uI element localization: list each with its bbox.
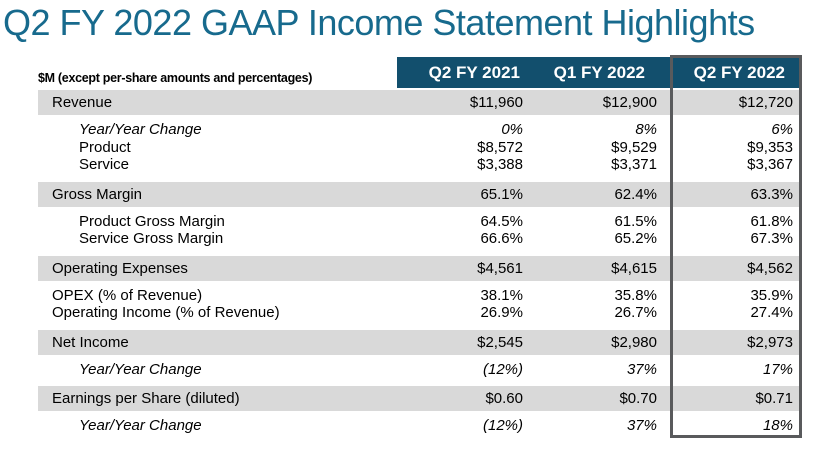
table-row-opex-of-revenue: OPEX (% of Revenue) 38.1% 35.8% 35.9% bbox=[38, 287, 800, 305]
row-label: Service bbox=[79, 156, 130, 174]
row-label: Earnings per Share (diluted) bbox=[52, 390, 240, 407]
row-value-col1: $0.60 bbox=[485, 390, 523, 407]
table-subgroup: Product Gross Margin 64.5% 61.5% 61.8% Servi… bbox=[38, 207, 800, 256]
row-value-col3: $2,973 bbox=[747, 333, 793, 351]
column-header-q1-fy-2022: Q1 FY 2022 bbox=[553, 62, 645, 82]
row-label: Net Income bbox=[52, 333, 129, 351]
table-row-service-gross-margin: Service Gross Margin 66.6% 65.2% 67.3% bbox=[38, 230, 800, 248]
row-label: Service Gross Margin bbox=[79, 230, 224, 248]
row-label: Gross Margin bbox=[52, 185, 143, 203]
table-row-operating-expenses: Operating Expenses $4,561 $4,615 $4,562 bbox=[38, 255, 800, 281]
row-value-col1: (12%) bbox=[482, 360, 523, 378]
row-value-col2: $12,900 bbox=[602, 94, 657, 111]
row-label: Year/Year Change bbox=[79, 360, 202, 378]
table-subgroup: OPEX (% of Revenue) 38.1% 35.8% 35.9% Operat… bbox=[38, 281, 800, 330]
table-subgroup: Year/Year Change (12%) 37% 17% bbox=[38, 355, 800, 387]
page-title: Q2 FY 2022 GAAP Income Statement Highlig… bbox=[3, 2, 755, 43]
table-subgroup: Year/Year Change 0% 8% 6% Product $8,572 $9,52… bbox=[38, 115, 800, 182]
column-header-q2-fy-2021: Q2 FY 2021 bbox=[428, 62, 520, 82]
row-value-col2: $4,615 bbox=[611, 259, 657, 277]
row-value-col1: $4,561 bbox=[477, 259, 523, 277]
table-row-year-year-change: Year/Year Change (12%) 37% 17% bbox=[38, 361, 800, 379]
table-row-revenue: Revenue $11,960 $12,900 $12,720 bbox=[38, 90, 800, 115]
row-value-col2: 37% bbox=[626, 417, 657, 435]
table-row-operating-income-of-revenue: Operating Income (% of Revenue) 26.9% 26.7… bbox=[38, 304, 800, 322]
row-value-col3: 67.3% bbox=[750, 230, 793, 248]
row-value-col3: 35.9% bbox=[750, 286, 793, 304]
row-value-col3: $12,720 bbox=[738, 94, 793, 111]
row-value-col1: 66.6% bbox=[480, 230, 523, 248]
row-value-col3: 27.4% bbox=[750, 304, 793, 322]
row-value-col1: (12%) bbox=[482, 417, 523, 435]
table-body: Revenue $11,960 $12,900 $12,720 Year/Year Ch… bbox=[38, 90, 800, 443]
row-value-col3: $3,367 bbox=[747, 156, 793, 174]
row-value-col3: 63.3% bbox=[750, 185, 793, 203]
row-value-col1: $2,545 bbox=[477, 333, 523, 351]
row-value-col2: $3,371 bbox=[611, 156, 657, 174]
table-column-headers: Q2 FY 2021 Q1 FY 2022 Q2 FY 2022 bbox=[397, 57, 800, 88]
table-subgroup: Year/Year Change (12%) 37% 18% bbox=[38, 411, 800, 443]
table-row-year-year-change: Year/Year Change 0% 8% 6% bbox=[38, 121, 800, 139]
row-value-col3: 17% bbox=[762, 360, 793, 378]
row-value-col2: 8% bbox=[635, 121, 657, 139]
row-label: Operating Income (% of Revenue) bbox=[52, 304, 280, 322]
row-value-col1: 64.5% bbox=[480, 212, 523, 230]
units-note: $M (except per-share amounts and percent… bbox=[38, 71, 313, 85]
row-value-col2: 61.5% bbox=[614, 212, 657, 230]
row-value-col2: 62.4% bbox=[614, 185, 657, 203]
row-value-col1: $3,388 bbox=[477, 156, 523, 174]
table-row-earnings-per-share-diluted: Earnings per Share (diluted) $0.60 $0.70 $0… bbox=[38, 386, 800, 411]
table-row-product-gross-margin: Product Gross Margin 64.5% 61.5% 61.8% bbox=[38, 213, 800, 231]
row-value-col2: 35.8% bbox=[614, 286, 657, 304]
table-row-service: Service $3,388 $3,371 $3,367 bbox=[38, 156, 800, 174]
table-row-net-income: Net Income $2,545 $2,980 $2,973 bbox=[38, 329, 800, 355]
row-value-col2: 26.7% bbox=[614, 304, 657, 322]
row-value-col3: $9,353 bbox=[747, 138, 793, 156]
row-value-col2: $2,980 bbox=[611, 333, 657, 351]
row-value-col1: 26.9% bbox=[480, 304, 523, 322]
row-value-col3: 61.8% bbox=[750, 212, 793, 230]
row-label: Operating Expenses bbox=[52, 259, 188, 277]
table-row-year-year-change: Year/Year Change (12%) 37% 18% bbox=[38, 417, 800, 435]
row-value-col3: $0.71 bbox=[755, 390, 793, 407]
table-header-row: $M (except per-share amounts and percent… bbox=[38, 57, 800, 88]
row-label: Revenue bbox=[52, 94, 113, 111]
table-row-gross-margin: Gross Margin 65.1% 62.4% 63.3% bbox=[38, 181, 800, 207]
row-value-col1: $8,572 bbox=[477, 138, 523, 156]
row-value-col3: 18% bbox=[762, 417, 793, 435]
row-value-col1: 0% bbox=[501, 121, 523, 139]
row-value-col3: 6% bbox=[771, 121, 793, 139]
income-statement-table: $M (except per-share amounts and percent… bbox=[38, 57, 800, 443]
row-value-col1: 65.1% bbox=[480, 185, 523, 203]
row-value-col2: $9,529 bbox=[611, 138, 657, 156]
row-value-col3: $4,562 bbox=[747, 259, 793, 277]
column-header-q2-fy-2022: Q2 FY 2022 bbox=[693, 62, 785, 82]
row-value-col1: 38.1% bbox=[480, 286, 523, 304]
table-row-product: Product $8,572 $9,529 $9,353 bbox=[38, 139, 800, 157]
row-value-col2: $0.70 bbox=[619, 390, 657, 407]
row-value-col1: $11,960 bbox=[469, 94, 523, 111]
row-label: OPEX (% of Revenue) bbox=[52, 286, 203, 304]
row-label: Year/Year Change bbox=[79, 417, 202, 435]
row-value-col2: 65.2% bbox=[614, 230, 657, 248]
row-label: Year/Year Change bbox=[79, 121, 202, 139]
row-value-col2: 37% bbox=[626, 360, 657, 378]
row-label: Product Gross Margin bbox=[79, 212, 225, 230]
row-label: Product bbox=[79, 138, 131, 156]
